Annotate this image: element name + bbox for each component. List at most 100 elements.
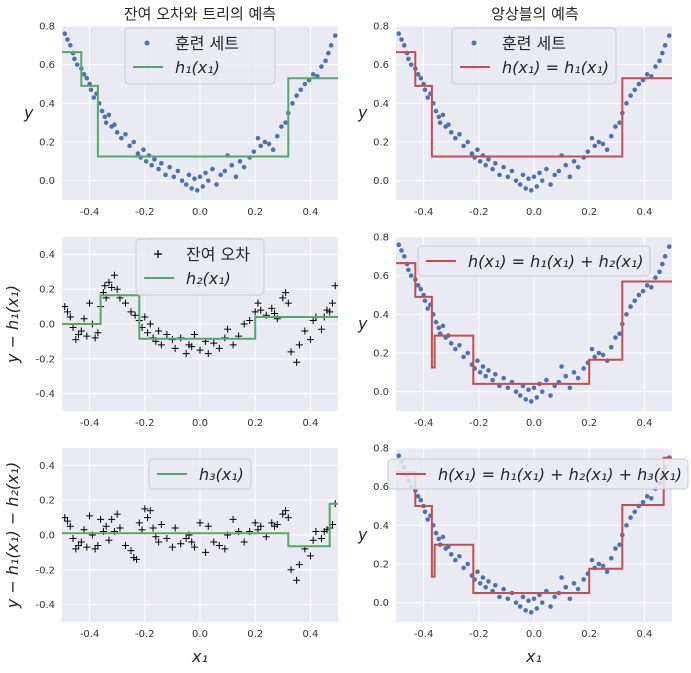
scatter-point <box>617 542 622 547</box>
scatter-point <box>592 143 598 149</box>
scatter-point <box>453 346 458 352</box>
scatter-point <box>240 320 248 328</box>
scatter-point <box>293 576 301 584</box>
scatter-point <box>465 561 471 567</box>
scatter-point <box>537 170 542 176</box>
scatter-point <box>401 254 407 259</box>
scatter-point <box>457 553 462 559</box>
scatter-point <box>204 350 212 358</box>
scatter-point <box>505 174 511 180</box>
scatter-point <box>534 184 540 189</box>
scatter-point <box>163 330 171 338</box>
scatter-point <box>509 168 515 174</box>
scatter-point <box>255 135 261 141</box>
scatter-point <box>116 524 124 532</box>
scatter-point <box>480 575 486 580</box>
scatter-point <box>200 184 206 189</box>
x-tick-label: -0.2 <box>135 418 155 429</box>
x-tick-label: 0.4 <box>302 207 318 218</box>
scatter-point <box>146 320 154 328</box>
scatter-point <box>644 494 650 499</box>
scatter-point <box>80 315 88 323</box>
scatter-point <box>613 335 618 340</box>
scatter-point <box>461 565 466 571</box>
x-tick-label: 0.4 <box>302 418 318 429</box>
legend-box <box>451 27 617 85</box>
scatter-point <box>74 62 80 67</box>
scatter-point <box>666 244 672 249</box>
y-axis-label: y <box>357 525 368 544</box>
scatter-point <box>146 507 154 515</box>
scatter-point <box>640 499 646 505</box>
x-tick-label: -0.4 <box>414 207 434 218</box>
scatter-point <box>497 172 502 178</box>
series-line <box>62 51 338 158</box>
scatter-point <box>69 534 77 542</box>
scatter-point <box>66 313 74 321</box>
scatter-point <box>141 505 149 513</box>
scatter-point <box>317 534 325 542</box>
y-tick-label: 0.8 <box>373 233 389 244</box>
y-tick-label: 0.4 <box>39 250 55 261</box>
legend: h₃(x₁) <box>148 458 252 490</box>
scatter-point <box>608 133 614 139</box>
scatter-point <box>596 561 602 567</box>
scatter-point <box>323 58 328 64</box>
scatter-point <box>144 514 152 522</box>
scatter-point <box>575 586 581 592</box>
scatter-point <box>604 147 610 153</box>
scatter-point <box>433 108 439 114</box>
scatter-point <box>215 541 223 549</box>
x-tick-label: 0.4 <box>636 629 652 640</box>
scatter-point <box>190 330 198 338</box>
x-tick-label: 0.0 <box>526 629 542 640</box>
scatter-point <box>497 594 502 600</box>
y-tick-label: 0.2 <box>373 560 389 571</box>
x-tick-label: 0.2 <box>247 629 263 640</box>
scatter-point <box>221 545 229 553</box>
scatter-point <box>284 514 292 522</box>
legend-box <box>124 27 276 85</box>
scatter-point <box>556 168 562 174</box>
scatter-point <box>567 174 573 180</box>
scatter-point <box>241 164 247 170</box>
scatter-point <box>457 131 462 137</box>
scatter-point <box>644 72 650 77</box>
scatter-point <box>270 147 276 153</box>
scatter-point <box>422 298 428 304</box>
scatter-point <box>80 526 88 534</box>
y-axis-label: y <box>357 314 368 333</box>
scatter-point <box>282 507 290 515</box>
scatter-point <box>589 557 595 563</box>
scatter-point <box>121 299 129 307</box>
scatter-point <box>102 114 108 120</box>
scatter-point <box>62 31 68 37</box>
scatter-point <box>571 159 577 164</box>
scatter-point <box>215 344 223 352</box>
scatter-point <box>183 182 189 187</box>
scatter-point <box>653 275 658 280</box>
legend-label: h(x₁) = h₁(x₁) + h₂(x₁) <box>468 252 644 271</box>
y-tick-label: 0.4 <box>373 99 389 110</box>
scatter-point <box>102 522 110 530</box>
scatter-point <box>262 139 268 145</box>
scatter-point <box>539 178 545 183</box>
scatter-point <box>396 453 402 459</box>
scatter-point <box>114 130 120 135</box>
scatter-point <box>91 334 99 342</box>
scatter-point <box>262 533 270 541</box>
series-line <box>62 502 338 548</box>
scatter-point <box>408 273 414 278</box>
scatter-point <box>563 584 569 590</box>
scatter-point <box>575 375 581 381</box>
scatter-point <box>290 101 295 106</box>
scatter-point <box>64 517 72 525</box>
scatter-point <box>84 75 90 81</box>
scatter-point <box>448 552 454 557</box>
scatter-point <box>401 43 407 48</box>
scatter-point <box>453 135 458 141</box>
scatter-point <box>317 325 325 333</box>
y-tick-label: 0.4 <box>39 99 55 110</box>
scatter-point <box>266 141 272 147</box>
